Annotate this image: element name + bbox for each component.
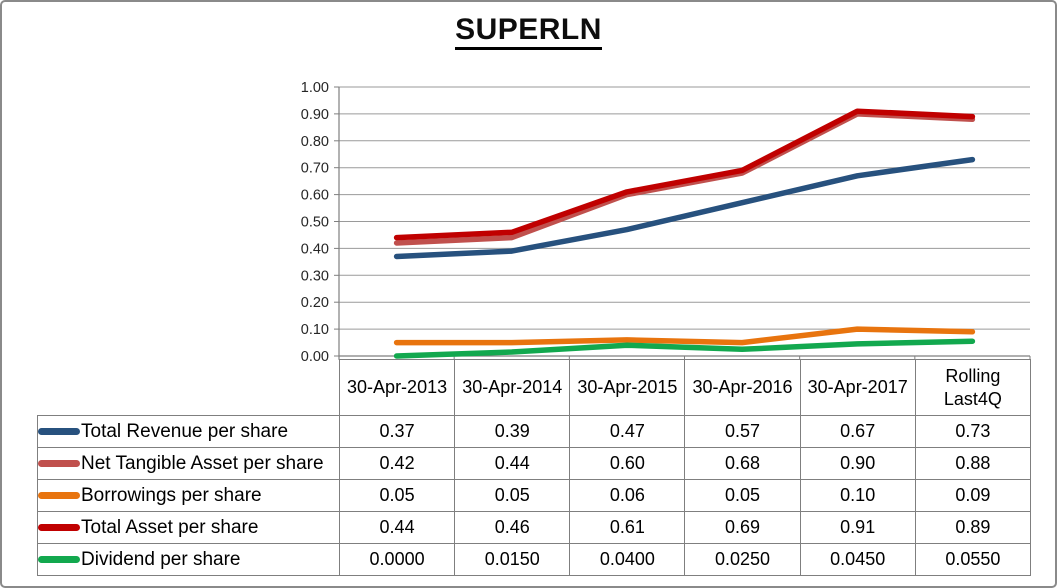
y-axis-label: 0.60: [301, 188, 329, 204]
y-axis-label: 0.30: [301, 268, 329, 284]
value-cell-total-asset-per-share-0: 0.44: [338, 511, 456, 544]
table-row-borrowings-per-share: Borrowings per share 0.05 0.05 0.06 0.05 0.10…: [37, 479, 1031, 512]
value-cell-borrowings-per-share-1: 0.05: [454, 479, 571, 512]
y-axis-label: 0.40: [301, 241, 329, 257]
table-corner-cell: [38, 360, 340, 416]
value-cell-dividend-per-share-5: 0.0550: [914, 543, 1031, 576]
table-header-row: 30-Apr-2013 30-Apr-2014 30-Apr-2015 30-Apr-…: [38, 359, 1031, 416]
series-label: Net Tangible Asset per share: [81, 452, 324, 474]
column-header-30-apr-2015: 30-Apr-2015: [569, 359, 686, 416]
value-cell-net-tangible-asset-per-share-3: 0.68: [684, 447, 801, 480]
series-key-icon: [38, 428, 80, 435]
value-cell-total-asset-per-share-3: 0.69: [684, 511, 801, 544]
value-cell-net-tangible-asset-per-share-4: 0.90: [799, 447, 916, 480]
series-key-icon: [38, 524, 80, 531]
value-cell-net-tangible-asset-per-share-1: 0.44: [454, 447, 571, 480]
series-label: Total Asset per share: [81, 516, 259, 538]
series-line-total-revenue-per-share: [393, 156, 976, 260]
series-label: Total Revenue per share: [81, 420, 289, 442]
y-axis-label: 0.20: [301, 295, 329, 311]
chart-title-text: SUPERLN: [455, 13, 602, 50]
column-header-30-apr-2016: 30-Apr-2016: [684, 359, 801, 416]
y-axis-label: 0.00: [301, 349, 329, 365]
value-cell-dividend-per-share-0: 0.0000: [338, 543, 456, 576]
value-cell-borrowings-per-share-3: 0.05: [684, 479, 801, 512]
value-cell-total-asset-per-share-4: 0.91: [799, 511, 916, 544]
value-cell-total-asset-per-share-1: 0.46: [454, 511, 571, 544]
value-cell-borrowings-per-share-4: 0.10: [799, 479, 916, 512]
value-cell-dividend-per-share-4: 0.0450: [799, 543, 916, 576]
series-key-icon: [38, 460, 80, 467]
value-cell-net-tangible-asset-per-share-0: 0.42: [338, 447, 456, 480]
y-axis-label: 0.70: [301, 161, 329, 177]
y-axis-label: 0.10: [301, 322, 329, 338]
value-cell-borrowings-per-share-5: 0.09: [914, 479, 1031, 512]
value-cell-dividend-per-share-2: 0.0400: [569, 543, 686, 576]
value-cell-total-revenue-per-share-1: 0.39: [454, 415, 571, 448]
series-line-total-asset-per-share: [393, 108, 976, 241]
legend-cell-borrowings-per-share: Borrowings per share: [37, 479, 340, 512]
column-header-30-apr-2014: 30-Apr-2014: [454, 359, 571, 416]
value-cell-borrowings-per-share-2: 0.06: [569, 479, 686, 512]
value-cell-total-revenue-per-share-5: 0.73: [914, 415, 1031, 448]
legend-cell-total-asset-per-share: Total Asset per share: [37, 511, 340, 544]
column-header-30-apr-2013: 30-Apr-2013: [338, 359, 456, 416]
column-header-rolling-last4q: Rolling Last4Q: [914, 359, 1031, 416]
y-axis-label: 0.80: [301, 134, 329, 150]
chart-data-table: 30-Apr-2013 30-Apr-2014 30-Apr-2015 30-Apr-…: [37, 359, 1031, 576]
y-axis-label: 0.50: [301, 215, 329, 231]
chart-title: SUPERLN: [2, 13, 1055, 50]
legend-cell-dividend-per-share: Dividend per share: [37, 543, 340, 576]
value-cell-borrowings-per-share-0: 0.05: [338, 479, 456, 512]
y-axis-label: 1.00: [301, 80, 329, 96]
value-cell-total-revenue-per-share-2: 0.47: [569, 415, 686, 448]
series-label: Dividend per share: [81, 548, 241, 570]
value-cell-total-revenue-per-share-4: 0.67: [799, 415, 916, 448]
value-cell-net-tangible-asset-per-share-2: 0.60: [569, 447, 686, 480]
value-cell-total-asset-per-share-5: 0.89: [914, 511, 1031, 544]
value-cell-dividend-per-share-1: 0.0150: [454, 543, 571, 576]
column-header-30-apr-2017: 30-Apr-2017: [799, 359, 916, 416]
series-key-icon: [38, 556, 80, 563]
series-line-dividend-per-share: [393, 338, 976, 359]
series-label: Borrowings per share: [81, 484, 262, 506]
chart-data-table-wrap: 30-Apr-2013 30-Apr-2014 30-Apr-2015 30-Apr-…: [37, 359, 1031, 576]
y-axis-label: 0.90: [301, 107, 329, 123]
series-line-borrowings-per-share: [393, 326, 976, 346]
table-row-net-tangible-asset-per-share: Net Tangible Asset per share 0.42 0.44 0.60…: [37, 447, 1031, 480]
legend-cell-net-tangible-asset-per-share: Net Tangible Asset per share: [37, 447, 340, 480]
table-row-total-asset-per-share: Total Asset per share 0.44 0.46 0.61 0.69 0.9…: [37, 511, 1031, 544]
series-key-icon: [38, 492, 80, 499]
value-cell-dividend-per-share-3: 0.0250: [684, 543, 801, 576]
table-row-total-revenue-per-share: Total Revenue per share 0.37 0.39 0.47 0.57 0…: [37, 415, 1031, 448]
value-cell-total-asset-per-share-2: 0.61: [569, 511, 686, 544]
legend-cell-total-revenue-per-share: Total Revenue per share: [37, 415, 340, 448]
table-row-dividend-per-share: Dividend per share 0.0000 0.0150 0.0400 0.02…: [37, 543, 1031, 576]
value-cell-net-tangible-asset-per-share-5: 0.88: [914, 447, 1031, 480]
value-cell-total-revenue-per-share-0: 0.37: [338, 415, 456, 448]
value-cell-total-revenue-per-share-3: 0.57: [684, 415, 801, 448]
